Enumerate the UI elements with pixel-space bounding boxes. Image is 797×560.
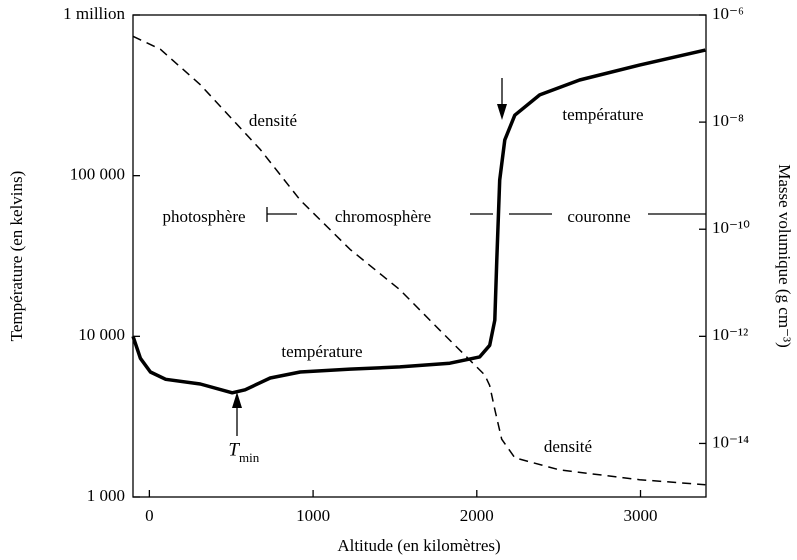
y2-tick-label: 10⁻⁶ bbox=[712, 4, 744, 23]
tmin-symbol: T bbox=[228, 439, 240, 460]
x-tick-label: 2000 bbox=[460, 506, 494, 525]
y-tick-label: 100 000 bbox=[70, 165, 125, 184]
arrow-head bbox=[497, 104, 507, 120]
tmin-subscript: min bbox=[239, 450, 260, 465]
annotation: densité bbox=[544, 437, 592, 456]
annotation: température bbox=[562, 105, 643, 124]
y2-tick-label: 10⁻⁸ bbox=[712, 111, 744, 130]
region-label: couronne bbox=[567, 207, 630, 226]
y2-tick-label: 10⁻¹² bbox=[712, 325, 748, 344]
y-tick-label: 1 million bbox=[63, 4, 125, 23]
x-axis-label: Altitude (en kilomètres) bbox=[337, 536, 500, 555]
temperature-line bbox=[131, 48, 706, 395]
arrow-head bbox=[232, 392, 242, 408]
plot-frame bbox=[132, 14, 707, 498]
x-tick-label: 0 bbox=[145, 506, 154, 525]
y2-tick-label: 10⁻¹⁰ bbox=[712, 218, 750, 237]
region-label: photosphère bbox=[162, 207, 245, 226]
x-tick-label: 3000 bbox=[624, 506, 658, 525]
density-line bbox=[132, 35, 706, 486]
y-tick-label: 1 000 bbox=[87, 486, 125, 505]
y2-axis-label: Masse volumique (g cm⁻³) bbox=[775, 164, 794, 348]
y-tick-label: 10 000 bbox=[78, 325, 125, 344]
x-tick-label: 1000 bbox=[296, 506, 330, 525]
annotation: température bbox=[281, 342, 362, 361]
y-axis-label: Température (en kelvins) bbox=[7, 171, 26, 342]
y2-tick-label: 10⁻¹⁴ bbox=[712, 432, 749, 451]
annotation: densité bbox=[249, 111, 297, 130]
region-label: chromosphère bbox=[335, 207, 431, 226]
